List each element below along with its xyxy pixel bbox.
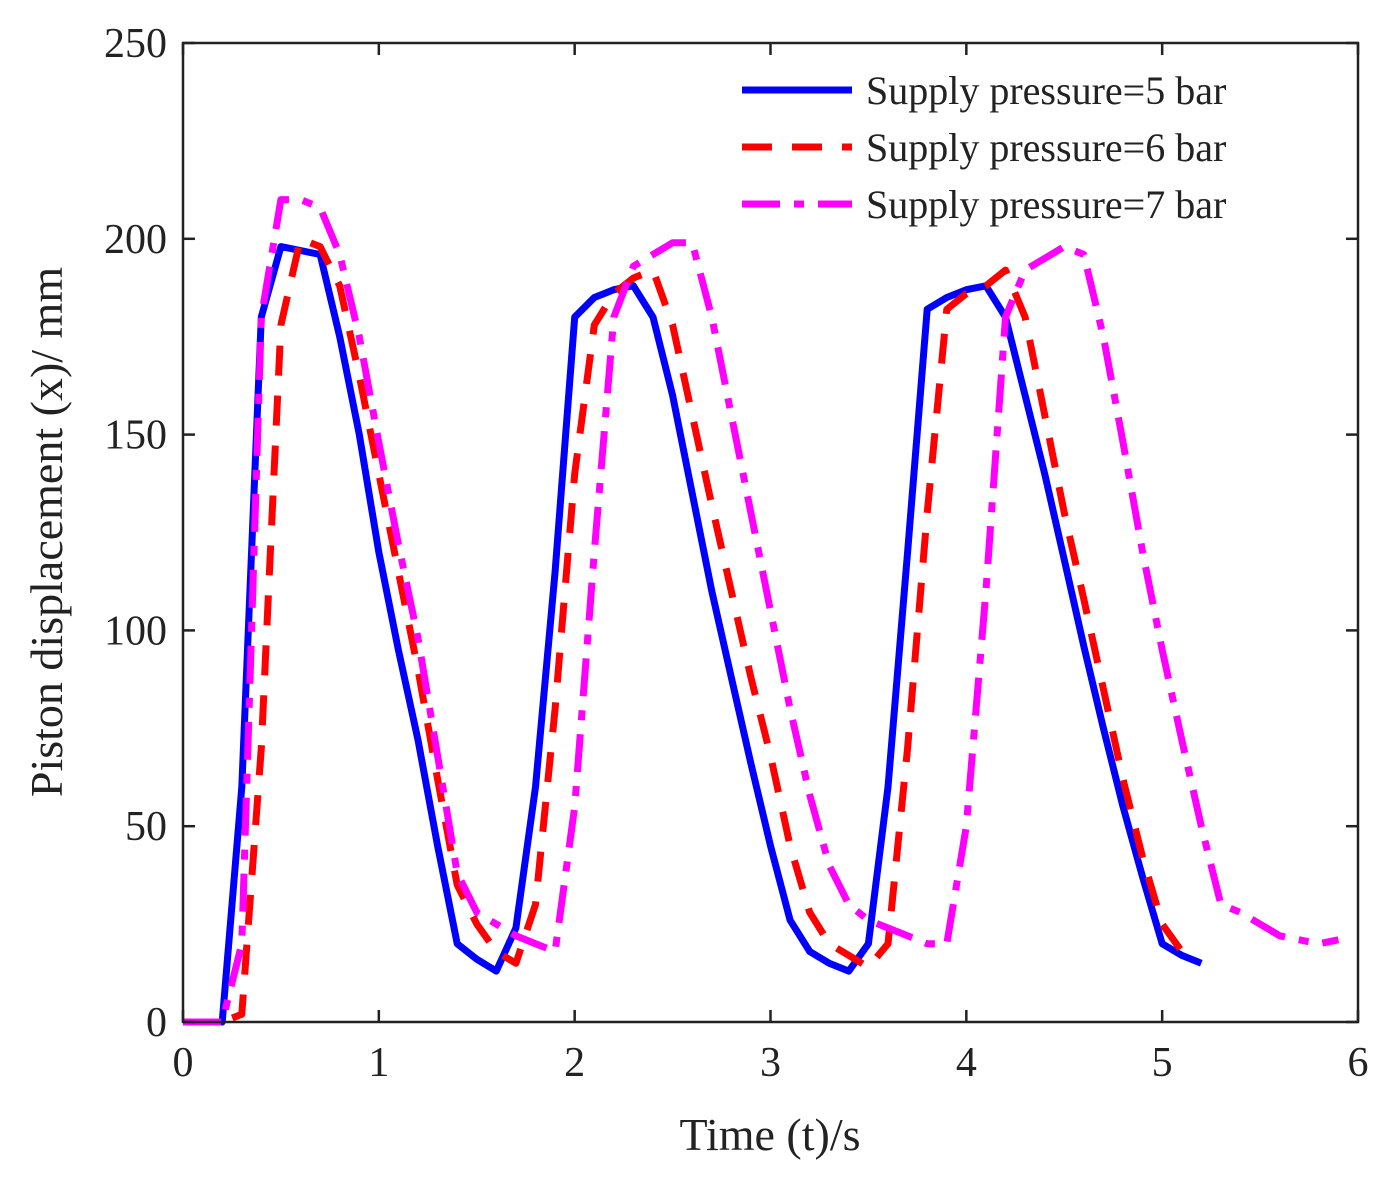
series-line-1 <box>183 243 1203 1026</box>
x-tick-label: 3 <box>760 1040 781 1086</box>
series-layer <box>183 196 1340 1026</box>
y-tick-label: 250 <box>104 21 167 67</box>
legend: Supply pressure=5 bar Supply pressure=6 b… <box>742 68 1226 227</box>
y-tick-label: 100 <box>104 608 167 654</box>
series-line-3 <box>183 196 1340 1026</box>
y-tick-label: 0 <box>146 1000 167 1046</box>
axes-layer: 0 1 2 3 4 5 6 0 50 100 150 200 250 <box>104 21 1369 1086</box>
legend-label-3: Supply pressure=7 bar <box>866 182 1226 227</box>
x-tick-label: 6 <box>1348 1040 1369 1086</box>
legend-label-1: Supply pressure=5 bar <box>866 68 1226 113</box>
y-tick-label: 200 <box>104 217 167 263</box>
x-tick-label: 0 <box>173 1040 194 1086</box>
y-tick-label: 50 <box>125 804 167 850</box>
series-line-2 <box>183 235 1185 1026</box>
x-axis-title: Time (t)/s <box>679 1109 860 1160</box>
legend-label-2: Supply pressure=6 bar <box>866 125 1226 170</box>
y-tick-label: 150 <box>104 413 167 459</box>
x-tick-label: 1 <box>368 1040 389 1086</box>
x-tick-label: 5 <box>1152 1040 1173 1086</box>
y-axis-title: Piston displacement (x)/ mm <box>21 267 72 797</box>
x-tick-label: 2 <box>564 1040 585 1086</box>
x-tick-label: 4 <box>956 1040 977 1086</box>
